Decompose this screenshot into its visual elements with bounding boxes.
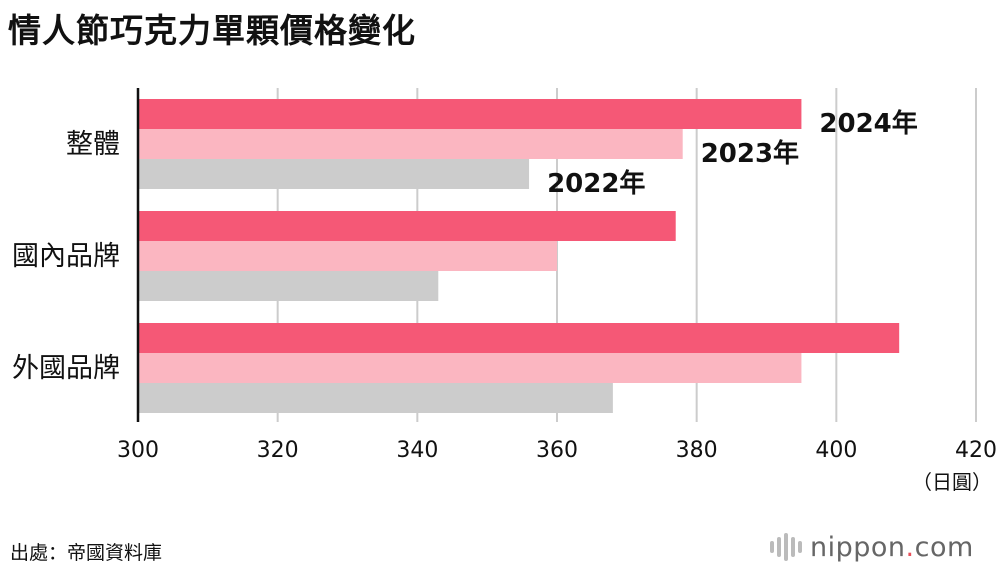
x-tick-label: 320: [257, 438, 299, 463]
bar: [138, 241, 557, 271]
x-tick-label: 340: [396, 438, 438, 463]
bar: [138, 129, 683, 159]
series-label: 2024年: [819, 108, 917, 139]
source-note: 出處：帝國資料庫: [10, 542, 163, 564]
x-tick-label: 400: [815, 438, 857, 463]
x-axis-unit: （日圓）: [912, 470, 992, 494]
chart-title: 情人節巧克力單顆價格變化: [8, 11, 416, 50]
bar: [138, 99, 802, 129]
bar: [138, 211, 676, 241]
x-tick-label: 300: [117, 438, 159, 463]
series-label: 2022年: [547, 168, 645, 199]
x-tick-labels: 300 320 340 360 380 400 420: [117, 438, 997, 463]
bar: [138, 353, 802, 383]
x-tick-label: 360: [536, 438, 578, 463]
category-label: 整體: [66, 129, 120, 160]
category-label: 外國品牌: [12, 353, 120, 384]
logo-text: nippon.com: [810, 531, 974, 563]
series-labels: 2024年 2023年 2022年: [547, 108, 918, 199]
x-tick-label: 380: [676, 438, 718, 463]
series-label: 2023年: [701, 138, 799, 169]
bar: [138, 323, 900, 353]
nippon-logo: nippon.com: [770, 528, 974, 566]
category-label: 國內品牌: [12, 241, 120, 272]
bar: [138, 159, 530, 189]
logo-bars-icon: [770, 533, 802, 561]
bars: [138, 99, 900, 413]
x-tick-label: 420: [955, 438, 997, 463]
bar: [138, 383, 613, 413]
bar: [138, 271, 439, 301]
